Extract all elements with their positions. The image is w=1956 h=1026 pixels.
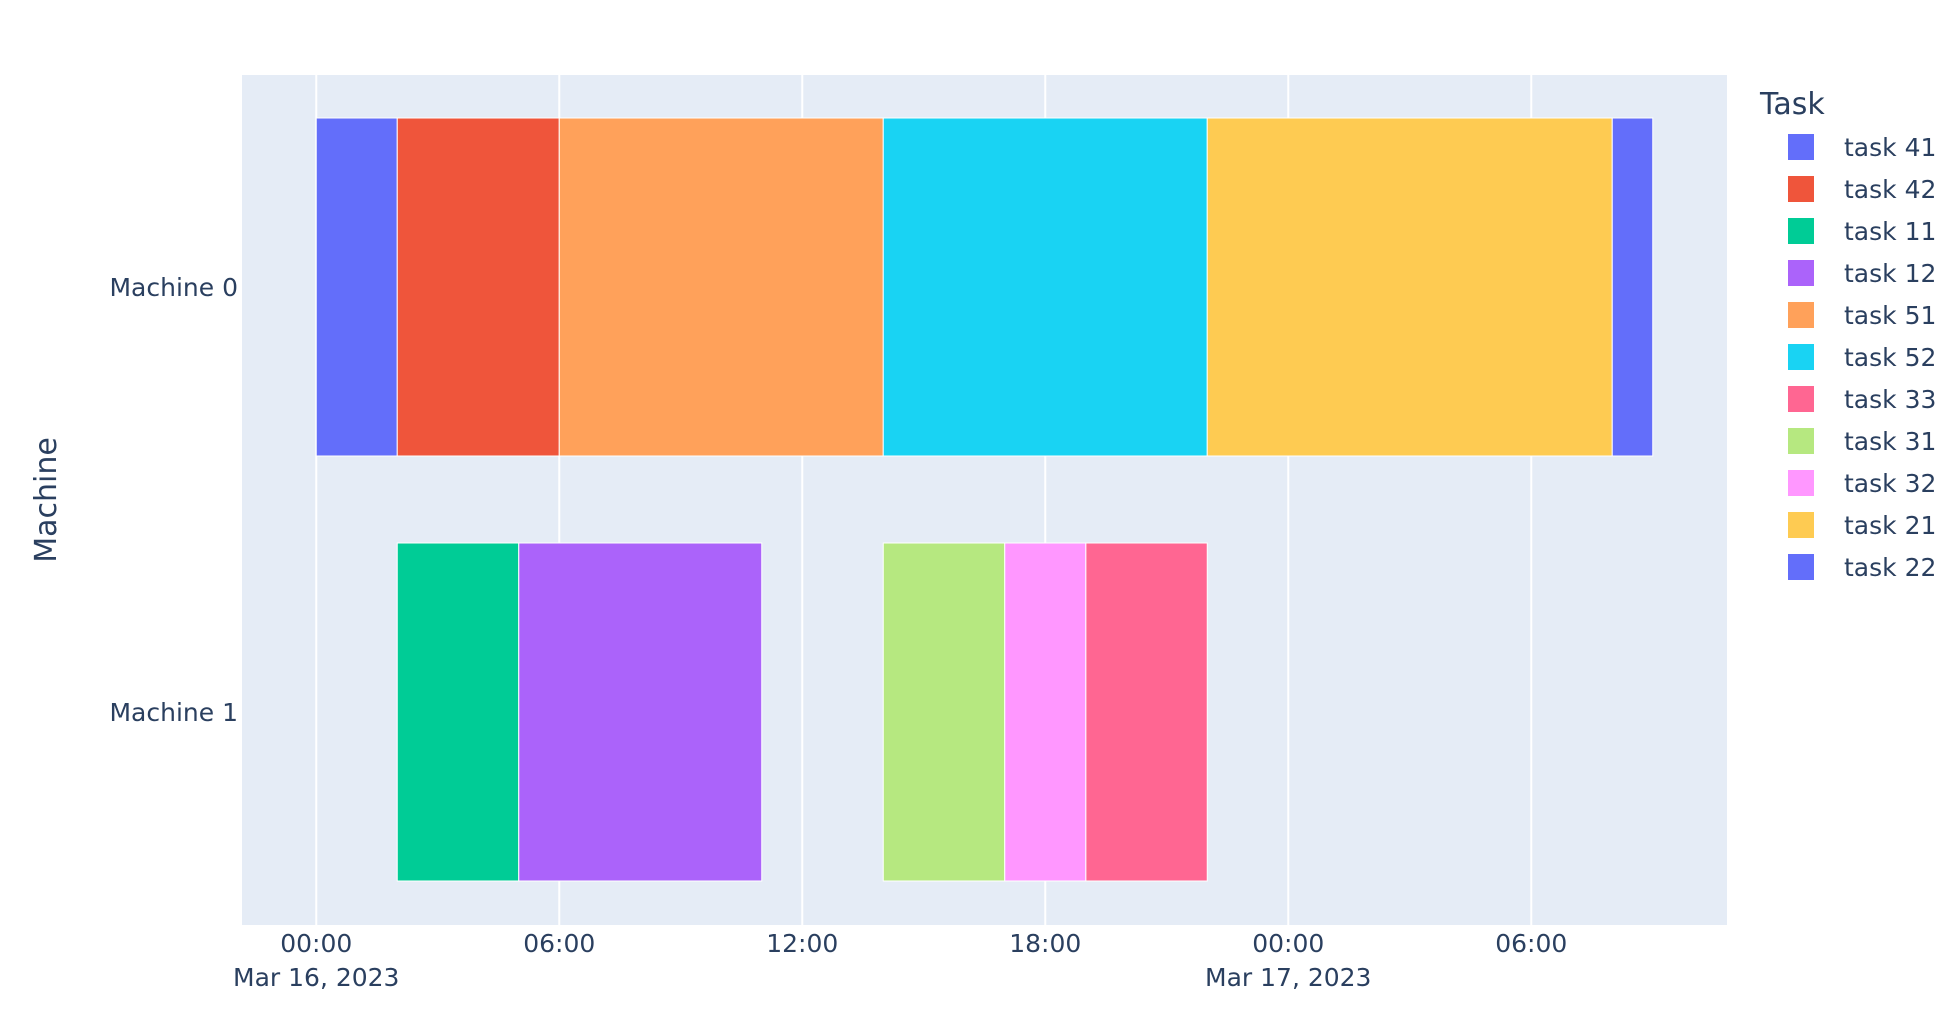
legend-item[interactable]: task 31 [1788,427,1936,456]
legend-item[interactable]: task 42 [1788,175,1936,204]
legend[interactable]: task 41 task 42 task 11 task 12 task 51 task … [1788,133,1936,582]
bar-task-31[interactable] [882,542,1006,882]
legend-swatch [1788,134,1814,160]
legend-swatch [1788,344,1814,370]
legend-label: task 33 [1844,385,1936,414]
x-tick-label: 12:00 [766,929,838,958]
legend-swatch [1788,218,1814,244]
legend-label: task 22 [1844,553,1936,582]
legend-swatch [1788,302,1814,328]
legend-swatch [1788,260,1814,286]
legend-swatch [1788,428,1814,454]
bar-task-42[interactable] [396,117,560,457]
bars [315,117,1654,882]
legend-swatch [1788,176,1814,202]
legend-item[interactable]: task 51 [1788,301,1936,330]
y-axis-title: Machine [29,437,64,563]
legend-label: task 31 [1844,427,1936,456]
legend-item[interactable]: task 21 [1788,511,1936,540]
legend-item[interactable]: task 11 [1788,217,1936,246]
legend-label: task 21 [1844,511,1936,540]
bar-task-52[interactable] [882,117,1208,457]
bar-task-11[interactable] [396,542,520,882]
bar-task-33[interactable] [1085,542,1208,882]
x-tick-label: 00:00 [1252,929,1324,958]
x-tick-label: 18:00 [1009,929,1081,958]
bar-task-21[interactable] [1206,117,1613,457]
legend-label: task 52 [1844,343,1936,372]
y-tick-label: Machine 1 [109,698,238,727]
x-tick-label: 06:00 [523,929,595,958]
legend-item[interactable]: task 52 [1788,343,1936,372]
legend-item[interactable]: task 12 [1788,259,1936,288]
legend-item[interactable]: task 41 [1788,133,1936,162]
legend-label: task 42 [1844,175,1936,204]
y-axis-ticks: Machine 0 Machine 1 [109,273,238,727]
legend-swatch [1788,512,1814,538]
bar-task-32[interactable] [1004,542,1087,882]
x-tick-date-label: Mar 16, 2023 [233,963,399,992]
legend-swatch [1788,554,1814,580]
legend-swatch [1788,386,1814,412]
bar-task-22[interactable] [1611,117,1654,457]
legend-item[interactable]: task 33 [1788,385,1936,414]
legend-label: task 32 [1844,469,1936,498]
legend-item[interactable]: task 32 [1788,469,1936,498]
legend-item[interactable]: task 22 [1788,553,1936,582]
x-axis-ticks: 00:00 Mar 16, 2023 06:00 12:00 18:00 00:00 Mar… [233,929,1567,992]
legend-label: task 41 [1844,133,1936,162]
legend-label: task 12 [1844,259,1936,288]
y-tick-label: Machine 0 [109,273,238,302]
x-tick-date-label: Mar 17, 2023 [1205,963,1371,992]
legend-label: task 11 [1844,217,1936,246]
bar-task-51[interactable] [558,117,884,457]
bar-task-41[interactable] [315,117,398,457]
legend-label: task 51 [1844,301,1936,330]
x-tick-label: 06:00 [1495,929,1567,958]
bar-task-12[interactable] [518,542,763,882]
legend-swatch [1788,470,1814,496]
x-tick-label: 00:00 [280,929,352,958]
legend-title: Task [1759,87,1825,122]
